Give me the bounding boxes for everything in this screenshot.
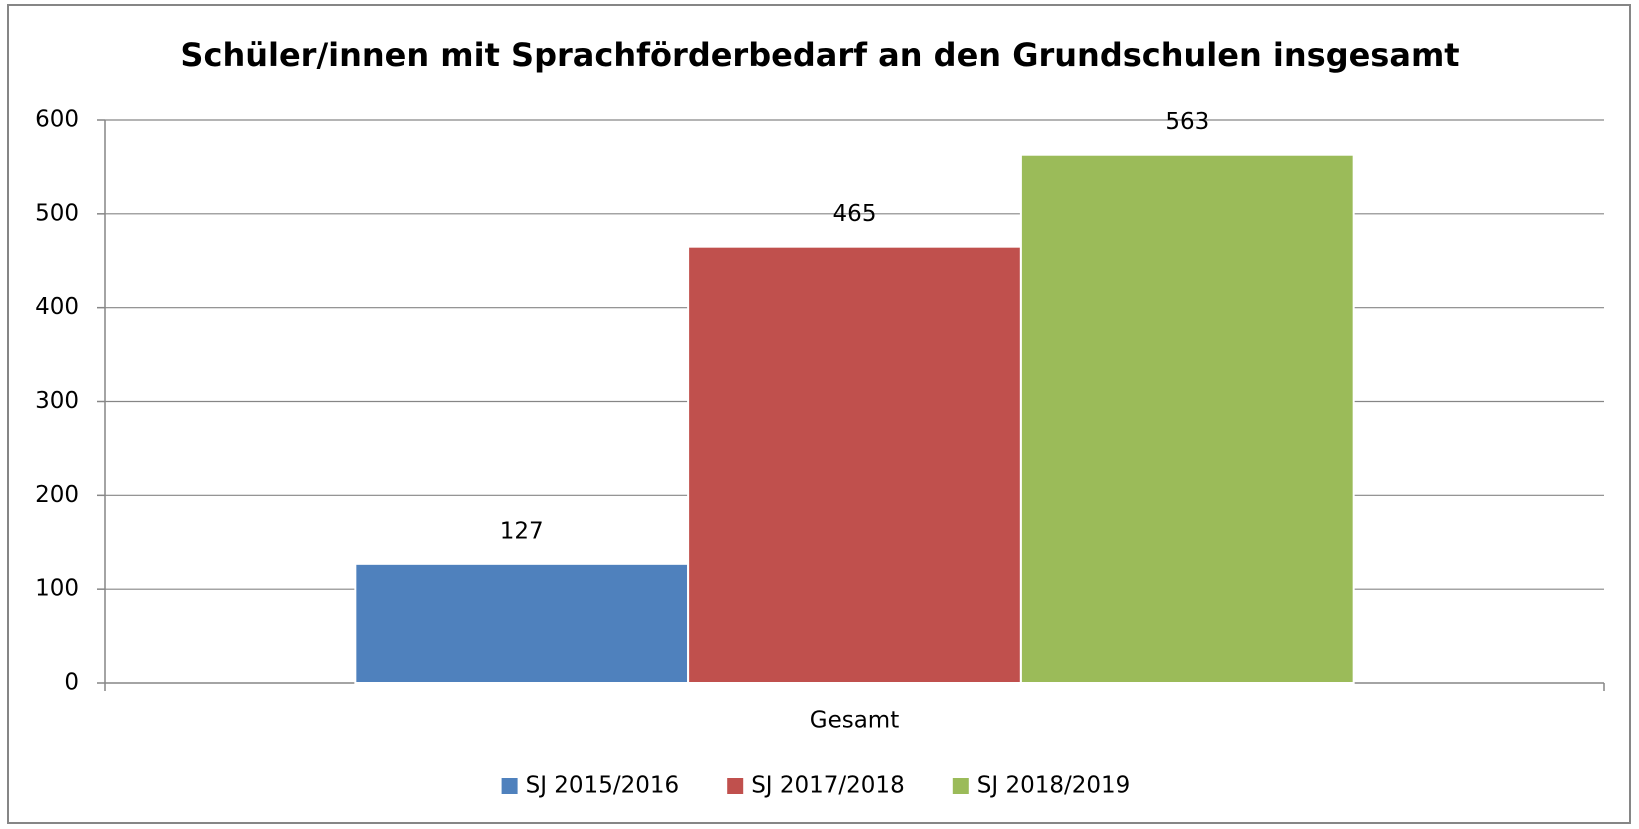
data-label: 465 [833,201,877,227]
legend-swatch [952,778,969,794]
bar [687,245,1022,685]
y-tick-label: 200 [35,482,79,508]
data-label: 127 [500,518,544,544]
legend-label: SJ 2017/2018 [751,773,905,799]
x-tick-label: Gesamt [810,708,899,734]
data-label: 563 [1165,109,1209,135]
legend-swatch [501,778,518,794]
y-tick-label: 500 [35,200,79,226]
bar [354,562,690,684]
bar [1019,153,1355,685]
y-tick-label: 300 [35,388,79,414]
chart-title: Schüler/innen mit Sprachförderbedarf an … [180,36,1459,74]
legend-label: SJ 2015/2016 [526,773,680,799]
legend-label: SJ 2018/2019 [977,773,1131,799]
y-tick-label: 0 [64,670,79,696]
y-tick-label: 600 [35,107,79,133]
y-tick-label: 400 [35,294,79,320]
y-tick-label: 100 [35,576,79,602]
legend-swatch [727,778,744,794]
